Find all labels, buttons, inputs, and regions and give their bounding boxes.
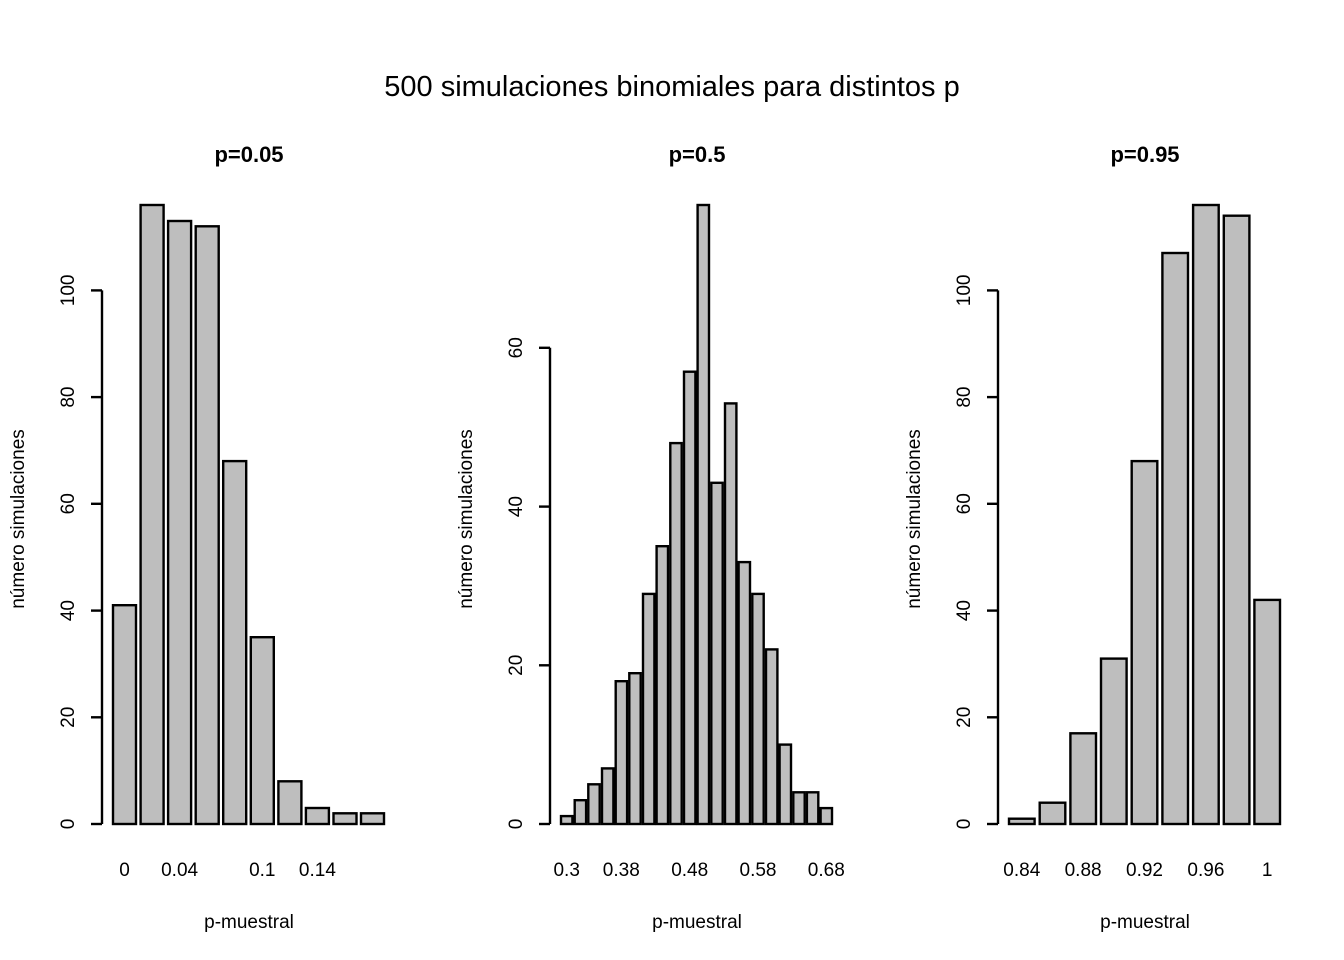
bar-0.06 [194, 225, 220, 826]
bar-0 [111, 604, 138, 826]
bar-0.44 [655, 545, 670, 826]
x-tick-labels: 0.3 0.38 0.48 0.58 0.68 [553, 860, 844, 881]
bar-0.56 [737, 560, 752, 826]
x-tick-label: 0.92 [1126, 860, 1163, 881]
x-axis-label: p-muestral [1100, 912, 1190, 933]
x-tick-label: 0.14 [299, 860, 336, 881]
y-tick-label: 0 [954, 819, 975, 830]
x-tick-label: 1 [1262, 860, 1273, 881]
bar-0.62 [778, 743, 793, 826]
bar-0.6 [764, 648, 779, 826]
x-tick-label: 0.3 [553, 860, 579, 881]
x-tick-label: 0 [119, 860, 130, 881]
y-tick-label: 100 [954, 275, 975, 307]
y-tick-label: 20 [58, 707, 79, 728]
bar-0.5 [696, 203, 711, 826]
y-tick-label: 60 [58, 493, 79, 514]
main-title: 500 simulaciones binomiales para distint… [384, 71, 959, 103]
panel-title: p=0.95 [1110, 142, 1179, 167]
bar-0.98 [1222, 214, 1251, 826]
x-tick-label: 0.68 [808, 860, 845, 881]
x-tick-label: 0.58 [740, 860, 777, 881]
panel-p05: p=0.5 p-muestral número simulaciones 0 20… [456, 142, 845, 933]
y-axis: 0 20 40 60 80 100 [954, 275, 1000, 830]
bar-0.94 [1161, 251, 1190, 826]
x-tick-label: 0.96 [1187, 860, 1224, 881]
bars [111, 203, 386, 826]
bar-1 [1253, 598, 1282, 826]
x-axis-label: p-muestral [204, 912, 294, 933]
y-tick-label: 0 [58, 819, 79, 830]
y-tick-label: 20 [954, 707, 975, 728]
bar-0.46 [669, 441, 683, 826]
y-tick-label: 40 [954, 600, 975, 621]
y-axis: 0 20 40 60 [506, 337, 552, 830]
bar-0.08 [221, 459, 248, 826]
x-tick-label: 0.48 [671, 860, 708, 881]
panel-p095: p=0.95 p-muestral número simulaciones 0 2… [904, 142, 1282, 933]
bar-0.54 [723, 402, 738, 826]
panel-title: p=0.05 [214, 142, 283, 167]
panel-p005: p=0.05 p-muestral número simulaciones 0 2… [8, 142, 386, 933]
bar-0.3 [559, 814, 574, 826]
bar-0.16 [332, 812, 358, 826]
bar-0.64 [792, 791, 806, 826]
bar-0.4 [628, 672, 642, 826]
bar-0.88 [1069, 732, 1098, 826]
bar-0.36 [600, 767, 615, 826]
bar-0.58 [751, 592, 765, 826]
x-tick-label: 0.38 [603, 860, 640, 881]
bar-0.96 [1191, 203, 1220, 826]
panel-title: p=0.5 [669, 142, 726, 167]
bar-0.32 [573, 799, 588, 826]
y-tick-label: 80 [954, 387, 975, 408]
bar-0.66 [805, 791, 820, 826]
bar-0.34 [587, 783, 601, 826]
bar-0.14 [304, 806, 331, 826]
bar-0.38 [614, 680, 629, 826]
bar-0.18 [359, 812, 386, 826]
y-axis-label: número simulaciones [904, 429, 925, 609]
x-tick-label: 0.04 [161, 860, 198, 881]
y-tick-label: 60 [954, 493, 975, 514]
bar-0.12 [277, 780, 303, 826]
y-tick-label: 40 [58, 600, 79, 621]
y-axis-label: número simulaciones [456, 429, 477, 609]
x-tick-labels: 0 0.04 0.1 0.14 [119, 860, 336, 881]
y-tick-label: 100 [58, 275, 79, 307]
y-axis-label: número simulaciones [8, 429, 29, 609]
x-tick-label: 0.1 [249, 860, 275, 881]
y-tick-label: 60 [506, 337, 527, 358]
bar-0.86 [1038, 801, 1067, 826]
bar-0.52 [710, 481, 724, 826]
bar-0.9 [1099, 657, 1128, 826]
bars [559, 203, 834, 826]
y-tick-label: 40 [506, 496, 527, 517]
bar-0.02 [139, 203, 165, 826]
bar-0.48 [682, 370, 697, 826]
bar-0.04 [166, 219, 193, 826]
bar-0.42 [641, 592, 656, 826]
x-tick-label: 0.88 [1065, 860, 1102, 881]
y-axis: 0 20 40 60 80 100 [58, 275, 104, 830]
bar-0.68 [819, 806, 834, 826]
y-tick-label: 20 [506, 655, 527, 676]
y-tick-label: 0 [506, 819, 527, 830]
x-tick-labels: 0.84 0.88 0.92 0.96 1 [1003, 860, 1272, 881]
bar-0.1 [249, 636, 276, 826]
x-axis-label: p-muestral [652, 912, 742, 933]
bar-0.84 [1007, 817, 1036, 826]
bar-0.92 [1130, 459, 1159, 826]
x-tick-label: 0.84 [1003, 860, 1040, 881]
y-tick-label: 80 [58, 387, 79, 408]
bars [1007, 203, 1282, 826]
